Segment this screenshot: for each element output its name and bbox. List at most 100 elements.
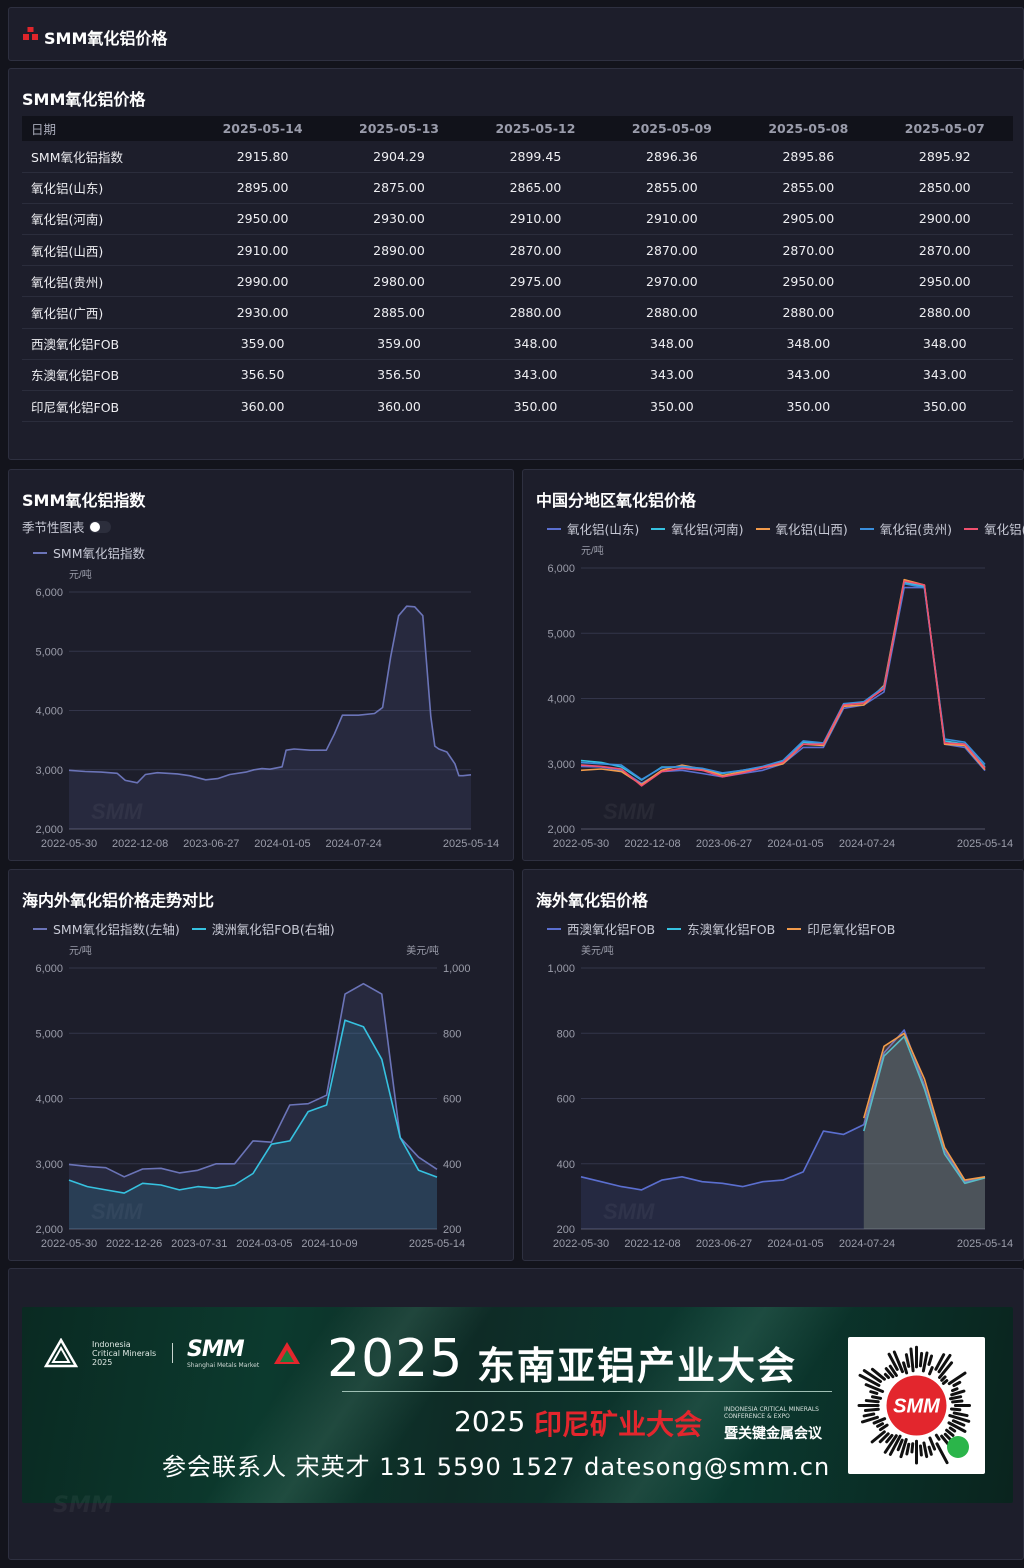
chart-title: 中国分地区氧化铝价格 bbox=[536, 491, 697, 510]
table-cell: 360.00 bbox=[330, 390, 468, 423]
seasonal-chart-toggle[interactable]: 季节性图表 bbox=[22, 517, 111, 536]
table-cell: 360.00 bbox=[194, 390, 331, 423]
qr-bar bbox=[952, 1411, 969, 1418]
y-tick-label: 400 bbox=[557, 1159, 575, 1171]
overseas-chart-panel: 海外氧化铝价格 西澳氧化铝FOB 东澳氧化铝FOB 印尼氧化铝FOB 1,000 80… bbox=[522, 869, 1024, 1261]
table-row: 氧化铝(贵州) 2990.00 2980.00 2975.00 2970.00 2950.… bbox=[22, 265, 1013, 298]
x-tick-label: 2025-05-14 bbox=[443, 838, 499, 850]
y-tick-label: 3,000 bbox=[35, 1159, 63, 1171]
series-area bbox=[69, 1020, 437, 1229]
regional-chart-svg: 6,000 5,000 4,000 3,000 2,000 元/吨 2022-05-30 20… bbox=[547, 544, 1013, 850]
qr-bar bbox=[860, 1415, 879, 1424]
qr-bar bbox=[870, 1367, 886, 1381]
smm-logo-icon bbox=[23, 27, 38, 40]
row-label: 印尼氧化铝FOB bbox=[22, 390, 195, 423]
table-cell: 2850.00 bbox=[876, 172, 1013, 204]
legend-label: SMM氧化铝指数(左轴) bbox=[53, 922, 180, 937]
table-cell: 343.00 bbox=[603, 359, 741, 392]
table-cell: 2880.00 bbox=[603, 296, 741, 329]
qr-code[interactable]: SMM bbox=[848, 1337, 985, 1474]
smm-logo-text: SMM bbox=[187, 1337, 245, 1362]
qr-bar bbox=[945, 1428, 955, 1437]
y-tick-label: 5,000 bbox=[35, 646, 63, 658]
series-line bbox=[580, 580, 986, 787]
table-cell: 2930.00 bbox=[194, 296, 331, 329]
y-right-unit: 美元/吨 bbox=[406, 944, 439, 957]
table-row: 氧化铝(河南) 2950.00 2930.00 2910.00 2910.00 2905.… bbox=[22, 203, 1013, 236]
table-cell: 2905.00 bbox=[740, 203, 877, 236]
legend-item[interactable]: SMM氧化铝指数 bbox=[33, 543, 145, 562]
legend-swatch bbox=[667, 927, 682, 930]
banner-panel: Indonesia Critical Minerals 2025 SMM Sha… bbox=[8, 1268, 1024, 1560]
table-cell: 359.00 bbox=[194, 328, 331, 360]
legend-item[interactable]: 氧化铝(山西) bbox=[755, 519, 848, 538]
legend-label: 西澳氧化铝FOB bbox=[567, 922, 656, 937]
chart-legend: SMM氧化铝指数 bbox=[33, 543, 145, 562]
chart-title: SMM氧化铝指数 bbox=[22, 491, 146, 510]
legend-item[interactable]: 东澳氧化铝FOB bbox=[667, 919, 775, 938]
table-cell: 2900.00 bbox=[876, 203, 1013, 236]
legend-item[interactable]: 氧化铝(河南) bbox=[651, 519, 744, 538]
legend-swatch bbox=[33, 927, 47, 930]
qr-bar bbox=[899, 1438, 908, 1459]
qr-bar bbox=[869, 1390, 879, 1395]
legend-item[interactable]: 印尼氧化铝FOB bbox=[787, 919, 895, 938]
legend-item[interactable]: 西澳氧化铝FOB bbox=[547, 919, 655, 938]
banner-year: 2025 bbox=[327, 1329, 464, 1389]
column-header: 2025-05-08 bbox=[740, 116, 877, 141]
icm-logo-icon bbox=[44, 1338, 78, 1368]
legend-item[interactable]: 氧化铝(广西) bbox=[964, 519, 1024, 538]
table-cell: 348.00 bbox=[467, 328, 604, 360]
smm-logo-subtext: Shanghai Metals Market bbox=[187, 1362, 260, 1369]
chart-watermark: SMM bbox=[91, 799, 143, 824]
legend-label: 氧化铝(广西) bbox=[984, 522, 1024, 537]
column-header: 2025-05-07 bbox=[876, 116, 1013, 141]
legend-item[interactable]: 氧化铝(贵州) bbox=[859, 519, 953, 538]
x-tick-label: 2022-05-30 bbox=[553, 838, 609, 850]
qr-center-label: SMM bbox=[893, 1396, 941, 1418]
x-tick-label: 2023-06-27 bbox=[696, 1238, 752, 1250]
table-cell: 343.00 bbox=[467, 359, 604, 392]
table-cell: 2970.00 bbox=[603, 265, 741, 298]
x-tick-label: 2025-05-14 bbox=[957, 1238, 1013, 1250]
qr-bar bbox=[934, 1353, 946, 1371]
table-cell: 2880.00 bbox=[740, 296, 877, 329]
table-cell: 343.00 bbox=[876, 359, 1013, 392]
table-cell: 2855.00 bbox=[740, 172, 877, 204]
qr-bar bbox=[941, 1379, 949, 1385]
y-tick-label: 4,000 bbox=[35, 706, 63, 718]
qr-code-icon: SMM bbox=[857, 1345, 971, 1465]
qr-bar bbox=[928, 1366, 934, 1376]
x-tick-label: 2022-05-30 bbox=[41, 1238, 97, 1250]
conference-banner[interactable]: Indonesia Critical Minerals 2025 SMM Sha… bbox=[22, 1307, 1013, 1503]
qr-bar bbox=[872, 1417, 887, 1425]
qr-bar bbox=[883, 1434, 898, 1454]
x-tick-label: 2022-05-30 bbox=[553, 1238, 609, 1250]
toggle-switch[interactable] bbox=[88, 520, 111, 533]
y-unit: 美元/吨 bbox=[581, 944, 614, 957]
table-cell: 2950.00 bbox=[740, 265, 877, 298]
legend-swatch bbox=[33, 551, 47, 554]
legend-item[interactable]: 氧化铝(山东) bbox=[547, 519, 639, 538]
chart-watermark: SMM bbox=[603, 1199, 655, 1224]
y-tick-label: 5,000 bbox=[547, 628, 575, 640]
overseas-chart-svg: 1,000 800 600 400 200 美元/吨 2022-05-30 2022-12-0… bbox=[547, 944, 1013, 1250]
x-tick-label: 2023-06-27 bbox=[696, 838, 752, 850]
legend-item[interactable]: 澳洲氧化铝FOB(右轴) bbox=[191, 919, 335, 938]
table-cell: 359.00 bbox=[330, 328, 468, 360]
legend-label: 氧化铝(贵州) bbox=[879, 522, 953, 537]
table-cell: 348.00 bbox=[876, 328, 1013, 360]
qr-bar bbox=[862, 1412, 876, 1418]
qr-bar bbox=[938, 1361, 954, 1379]
table-cell: 2950.00 bbox=[194, 203, 331, 236]
legend-label: 氧化铝(山东) bbox=[567, 522, 640, 537]
qr-bar bbox=[927, 1445, 933, 1456]
x-tick-label: 2022-12-08 bbox=[624, 838, 680, 850]
legend-item[interactable]: SMM氧化铝指数(左轴) bbox=[33, 919, 180, 938]
series-line bbox=[580, 1029, 986, 1191]
series-line bbox=[580, 581, 986, 781]
qr-bar bbox=[940, 1375, 947, 1382]
chart-legend: 西澳氧化铝FOB 东澳氧化铝FOB 印尼氧化铝FOB bbox=[547, 919, 895, 938]
table-cell: 350.00 bbox=[467, 390, 604, 423]
x-tick-label: 2022-12-08 bbox=[624, 1238, 680, 1250]
